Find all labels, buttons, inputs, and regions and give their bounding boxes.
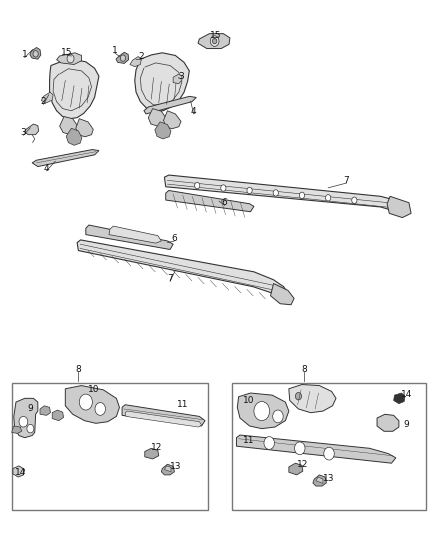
- Polygon shape: [289, 384, 336, 413]
- Circle shape: [247, 187, 252, 193]
- Polygon shape: [394, 393, 405, 403]
- Polygon shape: [291, 390, 305, 401]
- Polygon shape: [14, 398, 38, 438]
- Text: 12: 12: [151, 443, 162, 452]
- Text: 15: 15: [61, 49, 73, 57]
- Polygon shape: [30, 47, 41, 59]
- Circle shape: [264, 437, 275, 449]
- Polygon shape: [86, 225, 173, 249]
- Polygon shape: [237, 393, 289, 429]
- Polygon shape: [122, 405, 205, 426]
- Circle shape: [194, 182, 200, 189]
- Polygon shape: [135, 53, 189, 111]
- Polygon shape: [65, 385, 120, 423]
- Polygon shape: [41, 92, 53, 103]
- Text: 4: 4: [191, 107, 197, 116]
- Text: 14: 14: [401, 390, 413, 399]
- Polygon shape: [40, 406, 50, 415]
- Text: 9: 9: [28, 404, 33, 413]
- Polygon shape: [52, 410, 64, 421]
- Text: 8: 8: [75, 365, 81, 374]
- Polygon shape: [148, 109, 166, 126]
- Text: 3: 3: [178, 71, 184, 80]
- Polygon shape: [32, 150, 99, 166]
- Circle shape: [221, 185, 226, 191]
- Polygon shape: [377, 414, 399, 431]
- Polygon shape: [66, 128, 82, 146]
- Polygon shape: [145, 448, 159, 459]
- Polygon shape: [12, 426, 21, 433]
- Polygon shape: [164, 175, 409, 213]
- Text: 3: 3: [21, 128, 26, 137]
- Text: 10: 10: [88, 385, 99, 394]
- Circle shape: [299, 192, 304, 199]
- FancyBboxPatch shape: [232, 383, 426, 510]
- Circle shape: [324, 447, 334, 460]
- Polygon shape: [163, 111, 181, 129]
- Circle shape: [79, 394, 92, 410]
- Circle shape: [19, 416, 28, 427]
- Polygon shape: [387, 196, 411, 217]
- Circle shape: [294, 442, 305, 455]
- Polygon shape: [13, 466, 25, 477]
- Polygon shape: [25, 124, 39, 135]
- Polygon shape: [60, 117, 78, 135]
- Text: 7: 7: [167, 274, 173, 283]
- Circle shape: [27, 424, 34, 433]
- Polygon shape: [198, 34, 230, 49]
- Text: 2: 2: [41, 97, 46, 106]
- Polygon shape: [57, 53, 81, 64]
- Polygon shape: [130, 56, 141, 67]
- Circle shape: [210, 36, 219, 46]
- Polygon shape: [316, 477, 323, 483]
- Text: 12: 12: [297, 460, 308, 469]
- Polygon shape: [49, 59, 99, 119]
- Circle shape: [352, 197, 357, 204]
- Polygon shape: [155, 122, 171, 139]
- Circle shape: [295, 392, 301, 400]
- Polygon shape: [164, 466, 171, 472]
- Polygon shape: [109, 226, 161, 243]
- Text: 6: 6: [222, 198, 228, 207]
- Text: 13: 13: [323, 474, 335, 482]
- Polygon shape: [116, 52, 129, 63]
- Text: 11: 11: [243, 437, 254, 446]
- Circle shape: [273, 410, 283, 423]
- Polygon shape: [289, 463, 303, 475]
- Polygon shape: [173, 74, 182, 84]
- Text: 7: 7: [344, 176, 350, 185]
- Text: 9: 9: [404, 421, 410, 430]
- Polygon shape: [313, 475, 326, 486]
- Polygon shape: [237, 435, 396, 463]
- Text: 10: 10: [243, 396, 254, 405]
- Circle shape: [254, 401, 270, 421]
- Text: 15: 15: [210, 31, 221, 40]
- Circle shape: [120, 55, 126, 61]
- Text: 2: 2: [138, 52, 144, 61]
- Text: 6: 6: [172, 234, 177, 243]
- Circle shape: [95, 402, 106, 415]
- FancyBboxPatch shape: [12, 383, 208, 510]
- Circle shape: [67, 54, 74, 63]
- Text: 11: 11: [177, 400, 189, 409]
- Text: 1: 1: [22, 51, 28, 59]
- Polygon shape: [77, 240, 288, 297]
- Polygon shape: [271, 284, 294, 305]
- Polygon shape: [125, 411, 201, 427]
- Polygon shape: [166, 190, 254, 212]
- Polygon shape: [144, 96, 196, 114]
- Polygon shape: [76, 119, 93, 137]
- Text: 4: 4: [44, 164, 49, 173]
- Polygon shape: [161, 464, 174, 475]
- Circle shape: [212, 38, 217, 44]
- Circle shape: [273, 190, 279, 196]
- Text: 14: 14: [14, 469, 26, 477]
- Text: 13: 13: [170, 463, 181, 471]
- Circle shape: [325, 195, 331, 201]
- Circle shape: [33, 51, 38, 57]
- Text: 8: 8: [301, 365, 307, 374]
- Text: 1: 1: [112, 46, 118, 55]
